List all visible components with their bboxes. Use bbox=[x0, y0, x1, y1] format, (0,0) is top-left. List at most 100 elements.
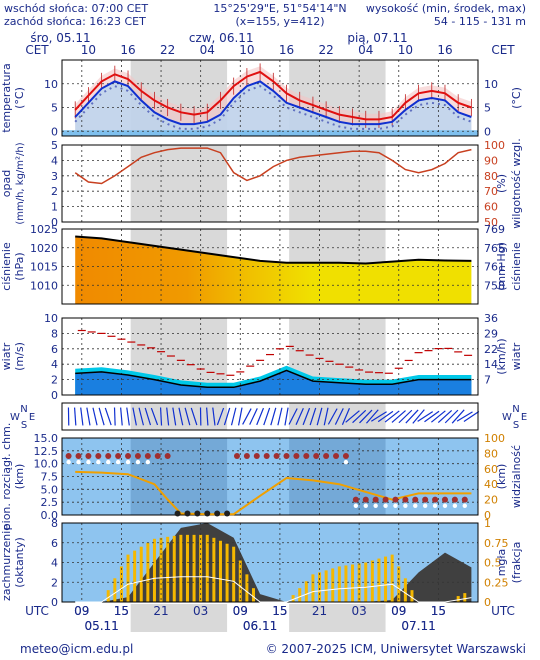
bottom-hour-label: 09 bbox=[233, 604, 248, 618]
bottom-hour-label: 15 bbox=[431, 604, 446, 618]
cloud-top-dot bbox=[144, 452, 151, 459]
wind-arrow bbox=[166, 407, 170, 426]
cloud-top-dot bbox=[134, 452, 141, 459]
cloud-top-dot bbox=[204, 510, 211, 517]
elevation-values: 54 - 115 - 131 m bbox=[433, 15, 526, 28]
grid-point-text: (x=155, y=412) bbox=[235, 15, 325, 28]
precip-panel-tick-right: 80 bbox=[484, 170, 498, 183]
cloud-base-dot bbox=[442, 503, 448, 508]
visibility-panel-tick-right: 0 bbox=[484, 509, 491, 522]
cloud-top-dot bbox=[402, 496, 409, 503]
wind-arrow bbox=[309, 407, 317, 426]
sunshine-bar bbox=[212, 537, 216, 602]
pressure-panel-tick-left: 1015 bbox=[30, 261, 58, 274]
contact-email[interactable]: meteo@icm.edu.pl bbox=[20, 642, 134, 656]
sunshine-bar bbox=[337, 566, 341, 602]
precip-panel-tick-left: 2 bbox=[51, 185, 58, 198]
top-hour-label: 22 bbox=[318, 43, 333, 57]
cloud-top-dot bbox=[323, 452, 330, 459]
visibility-panel-frame bbox=[61, 437, 479, 516]
pressure-panel-tick-right: 761 bbox=[484, 261, 505, 274]
precip-panel-night-band bbox=[130, 145, 228, 222]
sunshine-bar bbox=[172, 535, 176, 602]
cloud-base-dot bbox=[125, 459, 131, 465]
freezing-band bbox=[62, 130, 478, 136]
wind-arrow bbox=[437, 410, 453, 423]
bottom-hour-label: 03 bbox=[193, 604, 208, 618]
sunshine-bar bbox=[390, 554, 394, 602]
wind-arrow bbox=[98, 407, 105, 426]
precip-panel-tick-right: 100 bbox=[484, 139, 505, 152]
dewpoint-line bbox=[74, 80, 472, 126]
cloud-base-dot bbox=[422, 503, 428, 508]
wind-arrow bbox=[223, 407, 231, 426]
wind-arrow bbox=[463, 410, 480, 423]
wind-speed-line bbox=[75, 369, 472, 389]
top-day-label: śro, 05.11 bbox=[30, 31, 90, 45]
top-timezone-left: CET bbox=[25, 43, 49, 57]
top-hour-label: 22 bbox=[160, 43, 175, 57]
cloud-base-dot bbox=[393, 503, 398, 508]
wind-direction-frame bbox=[61, 402, 479, 431]
wind-arrow bbox=[138, 407, 144, 426]
cloud-base-dot bbox=[145, 459, 151, 465]
top-day-label: pią, 07.11 bbox=[347, 31, 407, 45]
wind-arrow bbox=[365, 409, 379, 424]
sunrise-text: wschód słońca: 07:00 CET bbox=[4, 2, 149, 15]
wind-arrow bbox=[206, 407, 209, 426]
compass-right-s: S bbox=[513, 420, 519, 431]
cloud-base-dot bbox=[96, 459, 101, 465]
cloud-top-dot bbox=[184, 510, 191, 517]
sunshine-bar bbox=[113, 578, 117, 602]
bottom-day-label: 05.11 bbox=[84, 619, 118, 633]
wind-arrow bbox=[80, 407, 84, 426]
visibility-panel-tick-left: 5.0 bbox=[41, 483, 59, 496]
sunshine-bar bbox=[218, 540, 222, 602]
visibility-panel-tick-right: 20 bbox=[484, 494, 498, 507]
sunshine-bar bbox=[456, 596, 460, 602]
temperature-panel-tick-left: 5 bbox=[51, 102, 58, 115]
precip-panel-frame bbox=[61, 144, 479, 223]
temperature-ylabel: temperatura bbox=[0, 63, 13, 132]
wind-panel-tick-left: 8 bbox=[51, 327, 58, 340]
wind-arrow bbox=[334, 408, 344, 425]
compass-right-w: W bbox=[502, 412, 512, 423]
bottom-hour-label: 15 bbox=[114, 604, 129, 618]
top-hour-label: 16 bbox=[437, 43, 452, 57]
wind-panel-frame bbox=[61, 317, 479, 396]
wind-arrow bbox=[172, 407, 177, 426]
sunshine-bar bbox=[364, 562, 368, 602]
wind-arrow bbox=[263, 407, 271, 426]
precip-ylabel-unit: (mm/h, kg/m²/h) bbox=[15, 142, 26, 224]
cloud-base-dot bbox=[343, 459, 349, 465]
visibility-panel-tick-left: 2.5 bbox=[41, 496, 59, 509]
cloud-base-dot bbox=[462, 503, 467, 508]
cloud-top-dot bbox=[243, 452, 250, 459]
precip-panel-tick-right: 90 bbox=[484, 154, 498, 167]
bottom-hour-label: 15 bbox=[114, 604, 129, 618]
fog-ylabel-right-unit: (frakcja bbox=[510, 542, 523, 584]
cloud-top-dot bbox=[154, 452, 161, 459]
cloud-top-dot bbox=[382, 496, 389, 503]
wind-arrow bbox=[341, 407, 351, 426]
wind-arrow bbox=[113, 407, 116, 426]
wind-arrow bbox=[284, 407, 289, 426]
pressure-panel-frame bbox=[61, 228, 479, 305]
wind-arrow bbox=[190, 407, 198, 426]
cloud-top-dot bbox=[233, 452, 240, 459]
precip-ylabel: opad bbox=[0, 170, 13, 197]
cloud-top-dot bbox=[352, 496, 359, 503]
cloudiness-ylabel: zachmurzenie bbox=[0, 524, 13, 601]
cloud-base-dot bbox=[403, 503, 408, 508]
fog-fraction-line bbox=[75, 576, 472, 603]
sunshine-bar bbox=[370, 560, 374, 602]
cloud-base-dot bbox=[86, 459, 91, 465]
cloud-top-dot bbox=[214, 510, 221, 517]
sunshine-bar bbox=[377, 558, 381, 602]
header-sun-info: wschód słońca: 07:00 CET zachód słońca: … bbox=[4, 2, 148, 28]
wind-arrow bbox=[345, 410, 360, 423]
sunshine-bar bbox=[126, 554, 130, 602]
sunshine-bar bbox=[232, 546, 236, 602]
cloud-base-dot bbox=[115, 459, 121, 465]
bottom-timezone-left: UTC bbox=[25, 604, 49, 618]
